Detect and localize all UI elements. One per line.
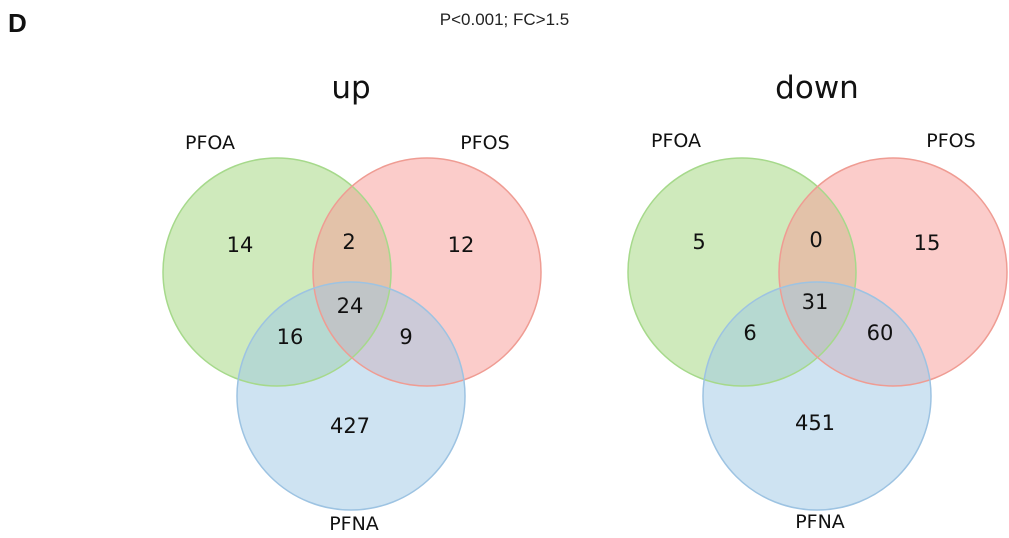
count-pfoa-only-down: 5 bbox=[692, 230, 705, 254]
circle-pfos-up-outline bbox=[312, 157, 542, 387]
count-pfoa-pfna-up: 16 bbox=[277, 325, 304, 349]
count-pfos-pfna-up: 9 bbox=[399, 325, 412, 349]
set-label-pfos-down: PFOS bbox=[926, 130, 975, 152]
set-label-pfoa-down: PFOA bbox=[651, 130, 701, 152]
set-label-pfoa-up: PFOA bbox=[185, 132, 235, 154]
count-all-three-up: 24 bbox=[337, 294, 364, 318]
count-pfoa-pfos-up: 2 bbox=[342, 230, 355, 254]
circle-pfoa-up-outline bbox=[162, 157, 392, 387]
count-pfna-only-down: 451 bbox=[795, 411, 835, 435]
panel-letter: D bbox=[8, 8, 27, 38]
venn-down: down PFOA PFOS PFNA 5 0 15 6 31 60 451 bbox=[627, 70, 1008, 533]
count-pfoa-only-up: 14 bbox=[227, 233, 254, 257]
count-pfna-only-up: 427 bbox=[330, 414, 370, 438]
circle-pfoa-down-outline bbox=[627, 157, 857, 387]
venn-up: up PFOA PFOS PFNA 14 2 12 16 24 9 427 bbox=[162, 70, 542, 535]
set-label-pfna-down: PFNA bbox=[795, 511, 845, 533]
count-pfoa-pfna-down: 6 bbox=[743, 321, 756, 345]
count-all-three-down: 31 bbox=[802, 290, 829, 314]
count-pfos-only-down: 15 bbox=[914, 231, 941, 255]
count-pfos-only-up: 12 bbox=[448, 233, 475, 257]
count-pfos-pfna-down: 60 bbox=[867, 321, 894, 345]
set-label-pfna-up: PFNA bbox=[329, 513, 379, 535]
venn-title-up: up bbox=[331, 70, 370, 106]
circle-pfos-down-outline bbox=[778, 157, 1008, 387]
set-label-pfos-up: PFOS bbox=[460, 132, 509, 154]
circle-pfna-up-outline bbox=[236, 281, 466, 511]
venn-title-down: down bbox=[775, 70, 859, 106]
circle-pfna-down-outline bbox=[702, 281, 932, 511]
figure-subtitle: P<0.001; FC>1.5 bbox=[439, 10, 570, 29]
circle-pfna-up bbox=[237, 282, 465, 510]
count-pfoa-pfos-down: 0 bbox=[809, 228, 822, 252]
circle-pfna-down bbox=[703, 282, 931, 510]
